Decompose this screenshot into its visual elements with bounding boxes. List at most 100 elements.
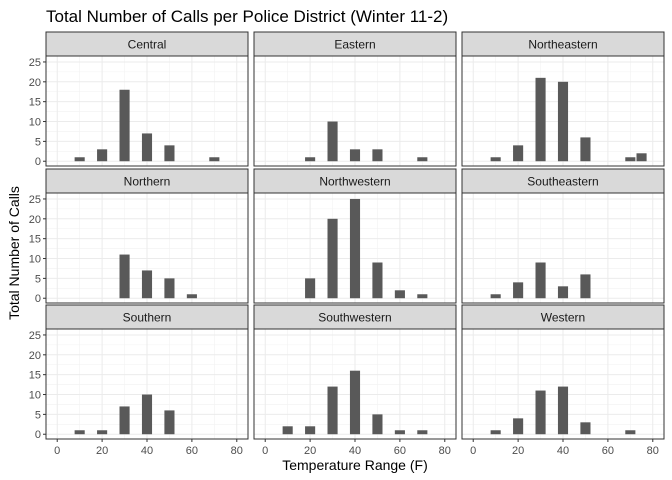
bar [74,157,85,162]
facet-panel: Northwestern [253,168,457,304]
panel-border [461,55,665,167]
x-axis-label: Temperature Range (F) [282,457,428,473]
bar [394,290,405,299]
x-tick-label: 20 [512,445,524,457]
y-tick-label: 25 [29,330,41,342]
chart-title: Total Number of Calls per Police Distric… [46,7,448,26]
bar [490,430,501,435]
bar [490,294,501,299]
bar [557,386,569,435]
facet-strip-label: Southeastern [527,175,598,189]
facet-strip-label: Eastern [334,38,375,52]
facet-strip-label: Central [128,38,167,52]
bar [305,157,316,162]
bar [74,430,85,435]
bar [97,430,108,435]
bar [417,294,428,299]
x-tick-label: 60 [602,445,614,457]
bar [372,414,383,435]
bar [513,145,524,162]
bar [557,81,569,162]
y-tick-label: 10 [29,254,41,266]
bar [119,406,130,435]
bar [141,270,153,299]
x-tick-label: 0 [54,445,60,457]
y-tick-label: 0 [35,156,41,168]
facet-panel: Southwestern 0 20 40 60 80 [253,304,457,457]
bar [164,410,175,435]
y-tick-label: 10 [29,117,41,129]
bar [535,77,546,162]
facet-strip [461,304,665,330]
facet-panels: Central 0 5 10 15 20 25 Eastern Northeastern Nort… [29,31,665,457]
bar [535,390,546,435]
facet-panel: Western 0 20 40 60 80 [461,304,665,457]
bar [513,418,524,435]
y-tick-label: 5 [35,273,41,285]
facet-strip-label: Northeastern [528,38,597,52]
y-tick-label: 0 [35,293,41,305]
facet-panel: Northeastern [461,31,665,167]
y-tick-label: 25 [29,194,41,206]
y-tick-label: 15 [29,97,41,109]
y-tick-label: 15 [29,370,41,382]
y-tick-label: 20 [29,77,41,89]
y-tick-label: 15 [29,234,41,246]
facet-panel: Eastern [253,31,457,167]
facet-strip [461,31,665,57]
bar [282,426,293,435]
x-tick-label: 20 [304,445,316,457]
bar [625,157,636,162]
x-tick-label: 60 [394,445,406,457]
facet-strip [253,304,457,330]
bar [119,89,130,162]
x-tick-label: 80 [231,445,243,457]
bar [327,386,338,435]
bar [580,137,591,162]
y-tick-label: 20 [29,350,41,362]
bar [141,133,153,162]
panel-border [45,192,249,304]
bar [97,149,108,162]
facet-strip-label: Northern [124,175,171,189]
facet-panel: Northern 0 5 10 15 20 25 [29,168,249,305]
bar [636,153,647,162]
x-tick-label: 40 [141,445,153,457]
facet-strip [461,168,665,194]
bar [349,370,361,435]
facet-panel: Southeastern [461,168,665,304]
bar [305,426,316,435]
bar [557,286,569,299]
bar [305,278,316,299]
bar [164,145,175,162]
bar [372,262,383,299]
x-tick-label: 40 [349,445,361,457]
bar [164,278,175,299]
bar [417,157,428,162]
panel-border [461,192,665,304]
bar [327,218,338,299]
facet-strip-label: Western [541,311,585,325]
facet-panel: Southern 0 5 10 15 20 25 0 20 40 60 80 [29,304,249,457]
y-axis-label: Total Number of Calls [6,186,22,320]
panel-border [45,55,249,167]
facet-strip-label: Southern [123,311,172,325]
bar [119,254,130,299]
panel-border [253,55,457,167]
facet-strip-label: Southwestern [318,311,391,325]
bar [417,430,428,435]
bar [513,282,524,299]
panel-border [253,192,457,304]
y-tick-label: 10 [29,390,41,402]
x-tick-label: 0 [262,445,268,457]
y-tick-label: 5 [35,136,41,148]
bar [141,394,153,435]
x-tick-label: 60 [186,445,198,457]
x-tick-label: 80 [647,445,659,457]
bar [209,157,220,162]
facet-strip [45,31,249,57]
bar [535,262,546,299]
bar [580,422,591,435]
bar [349,149,361,162]
